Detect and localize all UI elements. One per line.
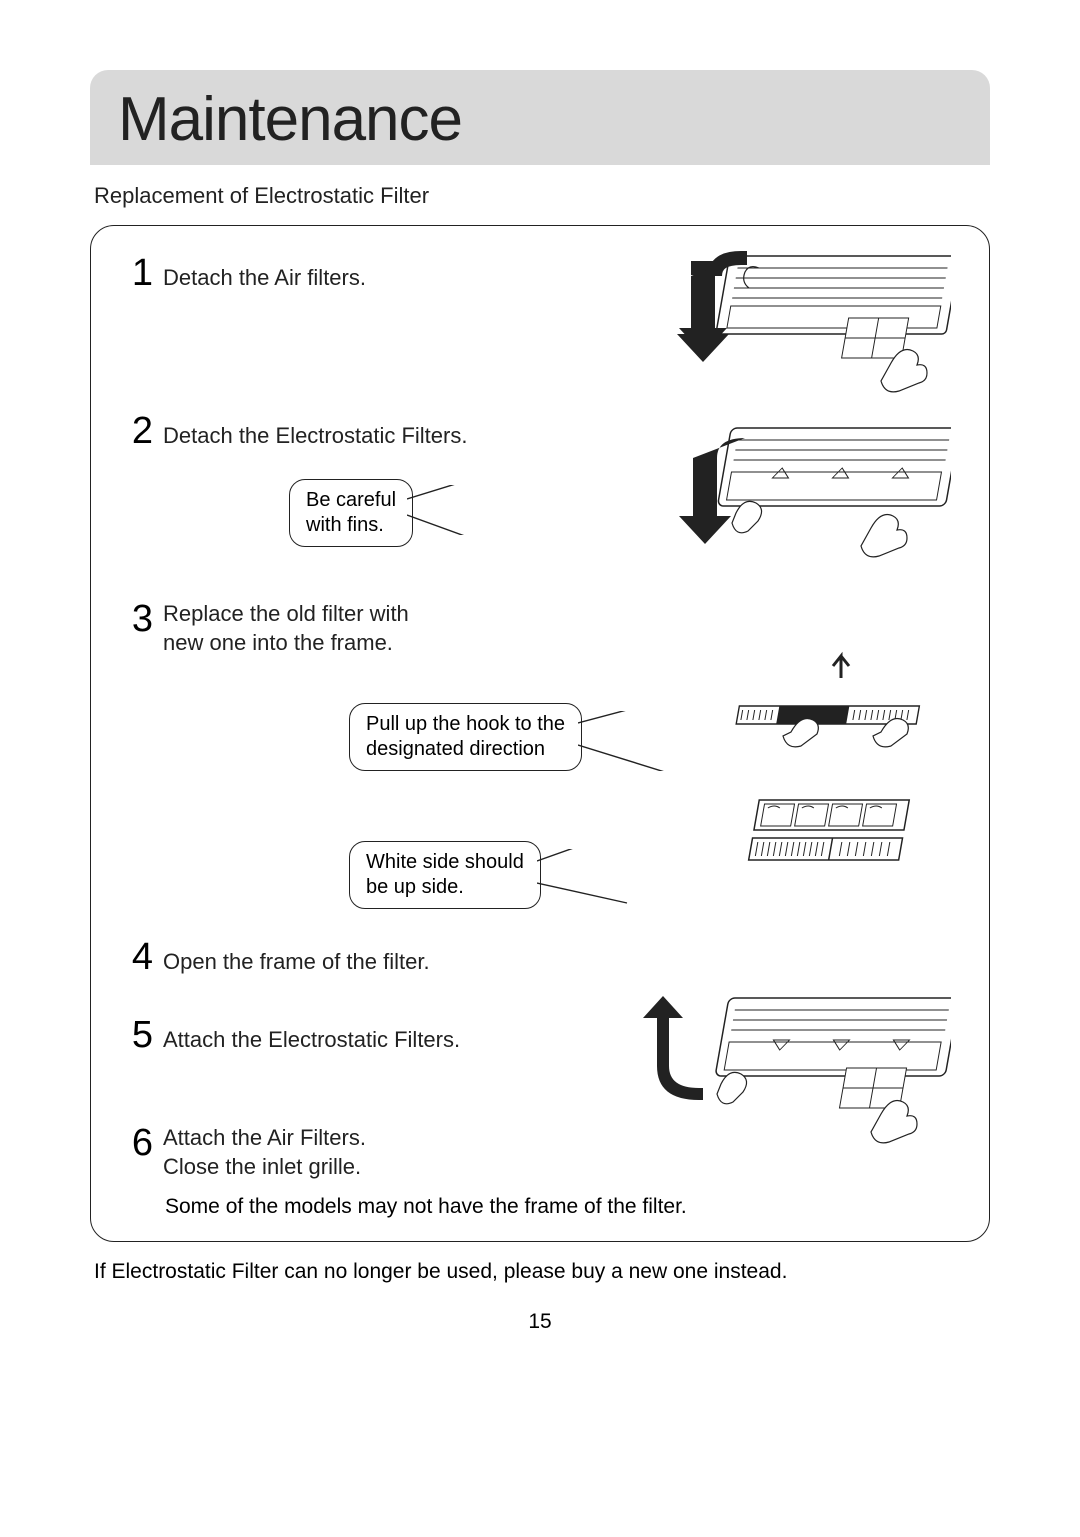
diagram-replace-filter-hook — [721, 640, 931, 765]
callout-white-wrap: White side should be up side. — [349, 841, 541, 909]
step-3: 3 Replace the old filter with new one in… — [119, 600, 961, 920]
callout-pointer-icon — [407, 485, 527, 535]
footer-note: If Electrostatic Filter can no longer be… — [94, 1260, 990, 1284]
section-subtitle: Replacement of Electrostatic Filter — [94, 183, 990, 209]
page-title: Maintenance — [118, 84, 962, 155]
step-number: 6 — [119, 1124, 153, 1162]
step-1: 1 Detach the Air filters. — [119, 254, 961, 394]
step-2: 2 Detach the Electrostatic Filters. Be c… — [119, 412, 961, 582]
step-5: 5 Attach the Electrostatic Filters. — [119, 1016, 961, 1106]
step-text: Attach the Electrostatic Filters. — [163, 1026, 460, 1055]
step-number: 5 — [119, 1016, 153, 1054]
callout-pointer-icon — [537, 849, 637, 909]
step-6: 6 Attach the Air Filters. Close the inle… — [119, 1124, 961, 1181]
frame-note: Some of the models may not have the fram… — [165, 1195, 961, 1219]
step-number: 3 — [119, 600, 153, 638]
callout-fins: Be careful with fins. — [289, 479, 413, 547]
callout-white-side: White side should be up side. — [349, 841, 541, 909]
diagram-filter-white-side — [741, 790, 921, 885]
step-number: 1 — [119, 254, 153, 292]
step-text: Detach the Electrostatic Filters. — [163, 422, 467, 451]
callout-pointer-icon — [578, 711, 678, 771]
step-text: Replace the old filter with new one into… — [163, 600, 409, 657]
page-number: 15 — [90, 1310, 990, 1334]
diagram-detach-electrostatic — [641, 418, 951, 583]
title-banner: Maintenance — [90, 70, 990, 165]
step-text: Open the frame of the filter. — [163, 948, 430, 977]
steps-container: 1 Detach the Air filters. — [90, 225, 990, 1242]
callout-hook-wrap: Pull up the hook to the designated direc… — [349, 703, 582, 771]
step-text: Detach the Air filters. — [163, 264, 366, 293]
step-number: 2 — [119, 412, 153, 450]
callout-fins-wrap: Be careful with fins. — [289, 479, 413, 547]
manual-page: Maintenance Replacement of Electrostatic… — [0, 0, 1080, 1374]
step-text: Attach the Air Filters. Close the inlet … — [163, 1124, 366, 1181]
step-number: 4 — [119, 938, 153, 976]
callout-hook: Pull up the hook to the designated direc… — [349, 703, 582, 771]
diagram-detach-air-filter — [651, 248, 951, 403]
